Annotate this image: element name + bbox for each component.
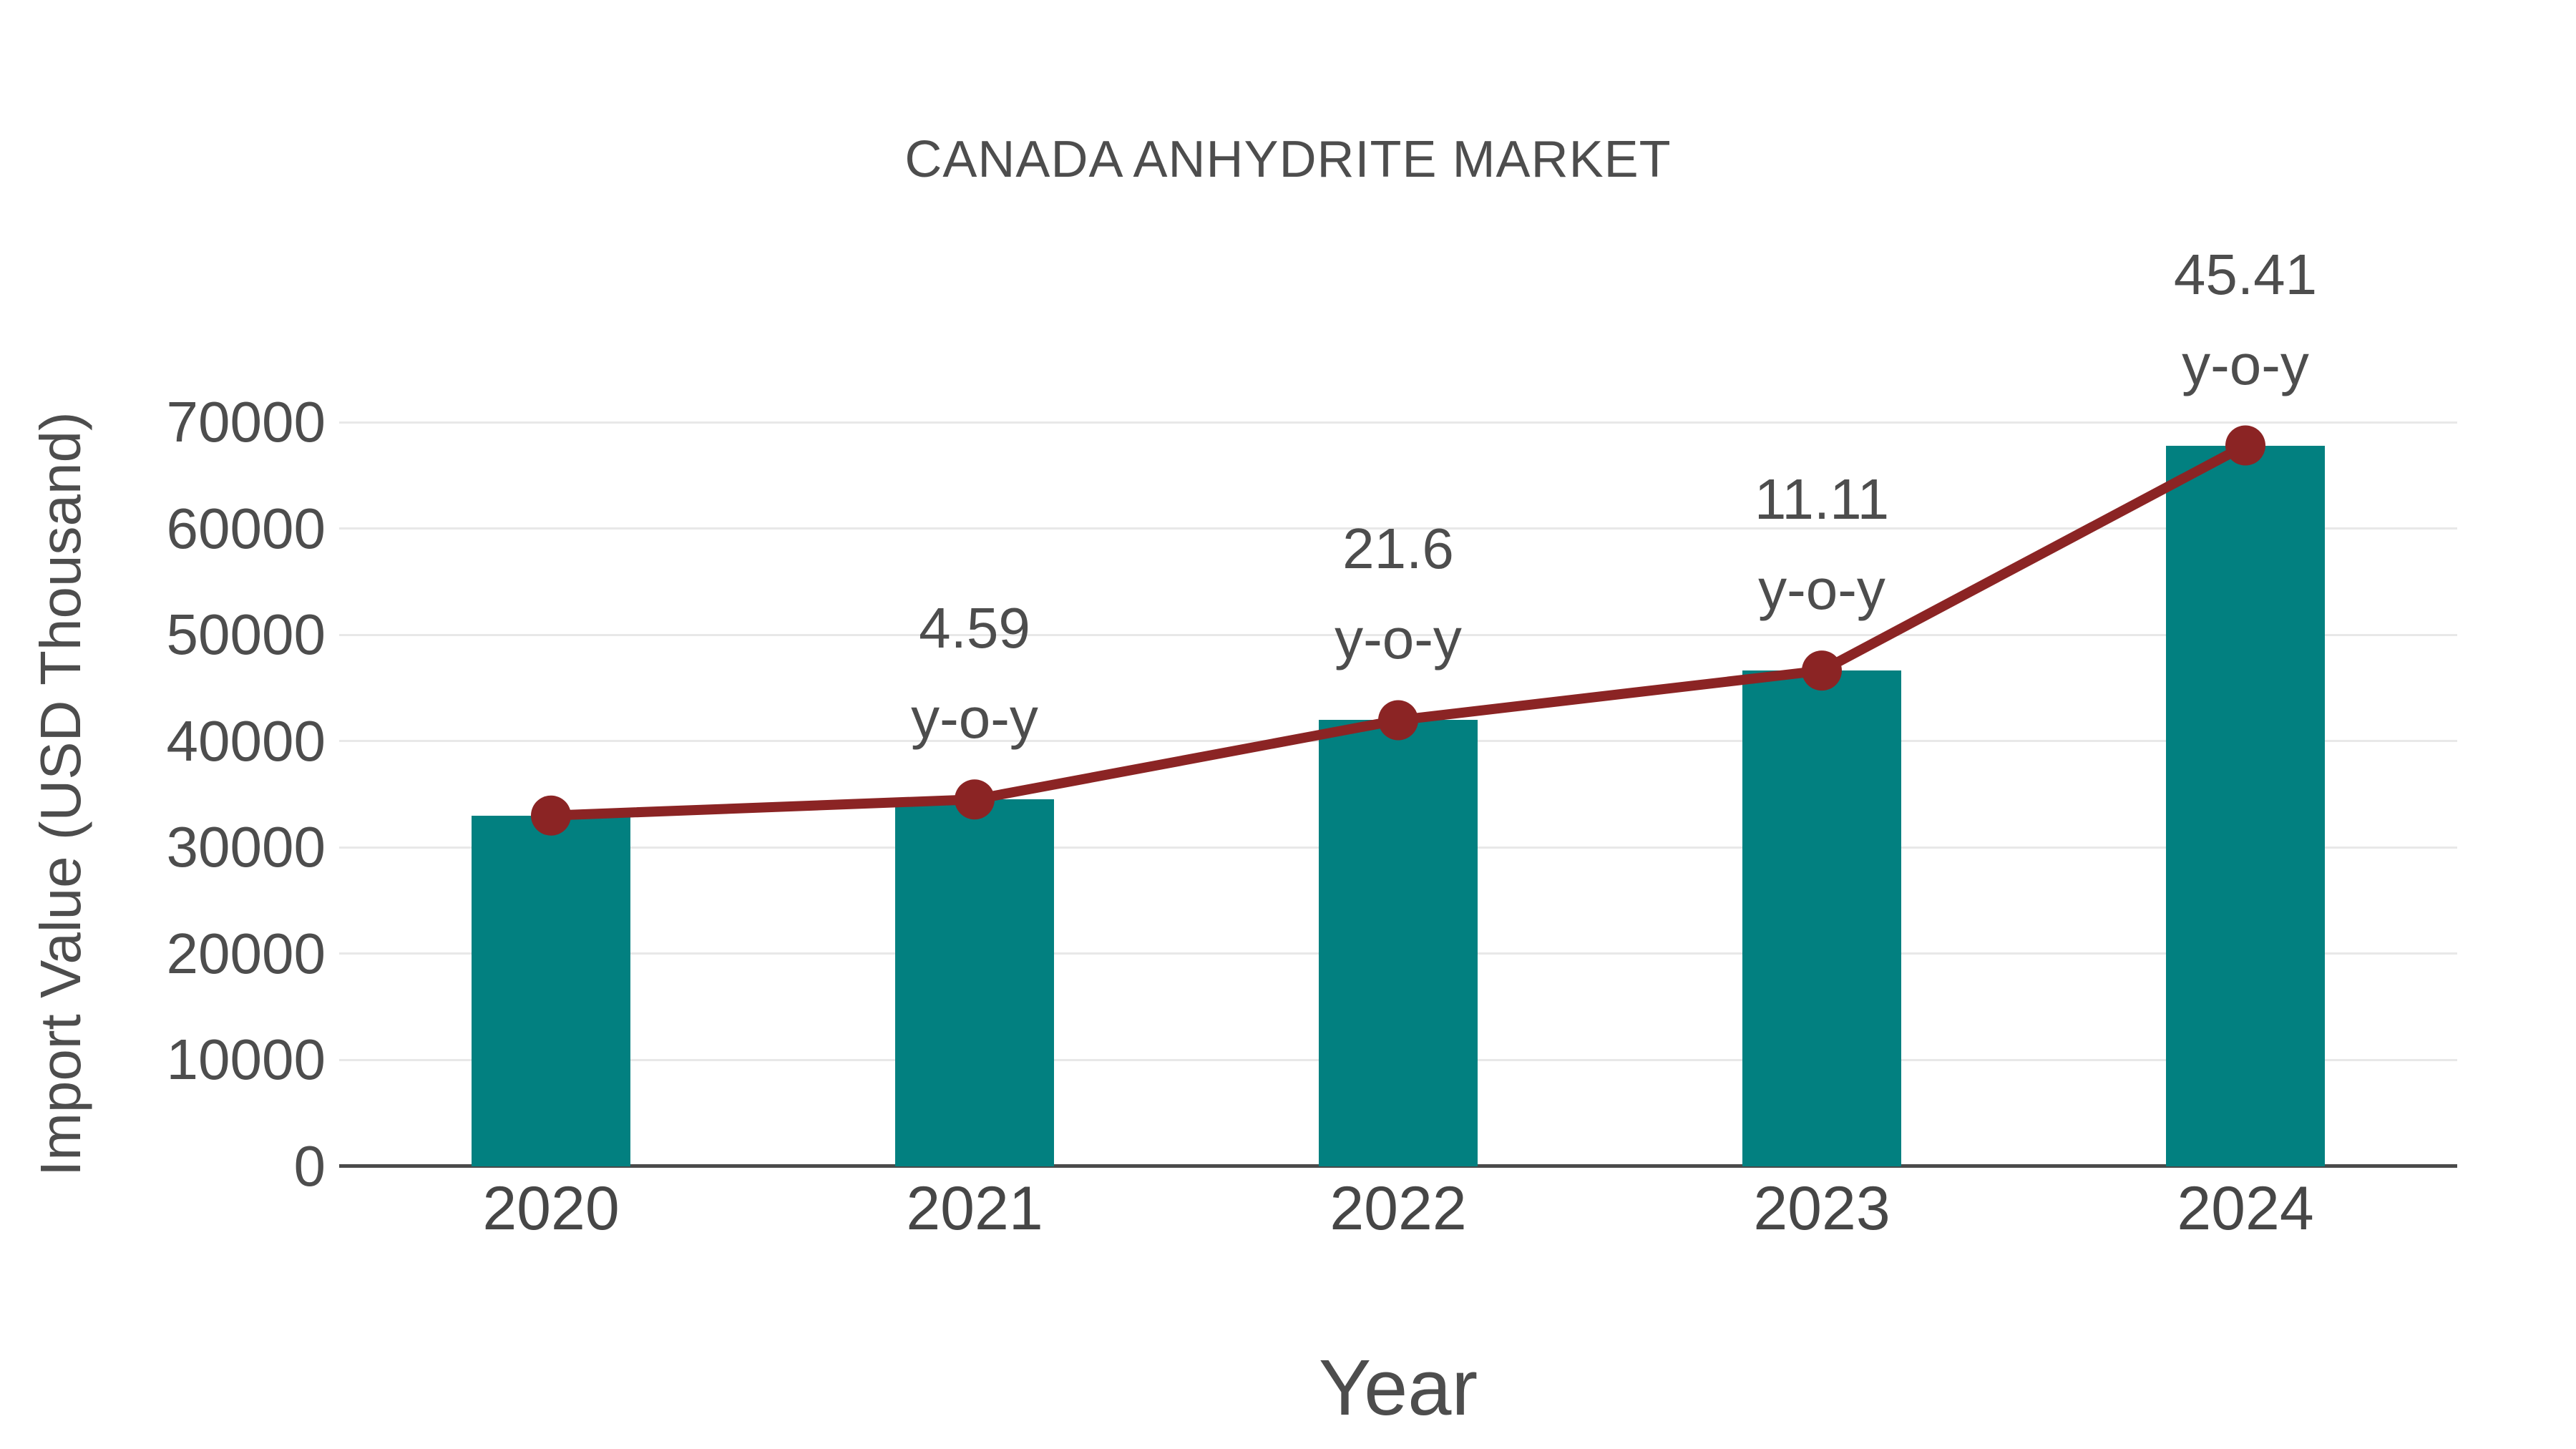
yoy-label-2022: 21.6 y-o-y — [1335, 504, 1462, 684]
yoy-suffix: y-o-y — [1335, 607, 1462, 671]
bar-2024 — [2166, 445, 2325, 1166]
data-point-marker-2022 — [1378, 700, 1418, 741]
y-tick-label-60000: 60000 — [166, 496, 326, 560]
plot-area: 4.59 y-o-y 21.6 y-o-y 11.11 y-o-y 45.41 y-o-y — [339, 243, 2457, 1168]
gridline-50000 — [339, 633, 2457, 636]
bar-2022 — [1319, 720, 1478, 1166]
y-tick-label-30000: 30000 — [166, 815, 326, 879]
y-tick-label-50000: 50000 — [166, 602, 326, 667]
x-tick-label-2021: 2021 — [906, 1174, 1043, 1243]
x-tick-label-2020: 2020 — [482, 1174, 620, 1243]
y-tick-label-0: 0 — [293, 1134, 326, 1198]
data-point-marker-2021 — [955, 779, 995, 820]
yoy-suffix: y-o-y — [2182, 332, 2309, 396]
trend-line-layer — [531, 425, 2265, 836]
data-point-marker-2020 — [531, 795, 571, 836]
y-tick-label-10000: 10000 — [166, 1028, 326, 1092]
yoy-label-2023: 11.11 y-o-y — [1755, 454, 1889, 635]
yoy-value: 11.11 — [1754, 467, 1890, 532]
gridline-70000 — [339, 421, 2457, 424]
yoy-value: 21.6 — [1342, 517, 1454, 581]
yoy-value: 4.59 — [919, 596, 1030, 660]
chart-title: CANADA ANHYDRITE MARKET — [904, 131, 1672, 188]
data-point-marker-2023 — [1802, 650, 1842, 691]
yoy-label-2021: 4.59 y-o-y — [911, 583, 1038, 763]
yoy-suffix: y-o-y — [1758, 557, 1885, 622]
y-tick-label-20000: 20000 — [166, 921, 326, 985]
yoy-label-2024: 45.41 y-o-y — [2174, 230, 2317, 410]
y-tick-label-70000: 70000 — [166, 390, 326, 454]
data-point-marker-2024 — [2225, 425, 2265, 466]
x-axis-title: Year — [1318, 1344, 1478, 1432]
x-tick-label-2022: 2022 — [1330, 1174, 1467, 1243]
bar-2023 — [1742, 670, 1901, 1166]
gridline-60000 — [339, 527, 2457, 530]
yoy-suffix: y-o-y — [911, 686, 1038, 751]
yoy-value: 45.41 — [2173, 242, 2318, 306]
x-tick-label-2023: 2023 — [1753, 1174, 1890, 1243]
x-tick-label-2024: 2024 — [2177, 1174, 2314, 1243]
bar-2020 — [472, 815, 630, 1166]
bar-2021 — [895, 799, 1054, 1166]
y-tick-label-40000: 40000 — [166, 708, 326, 773]
